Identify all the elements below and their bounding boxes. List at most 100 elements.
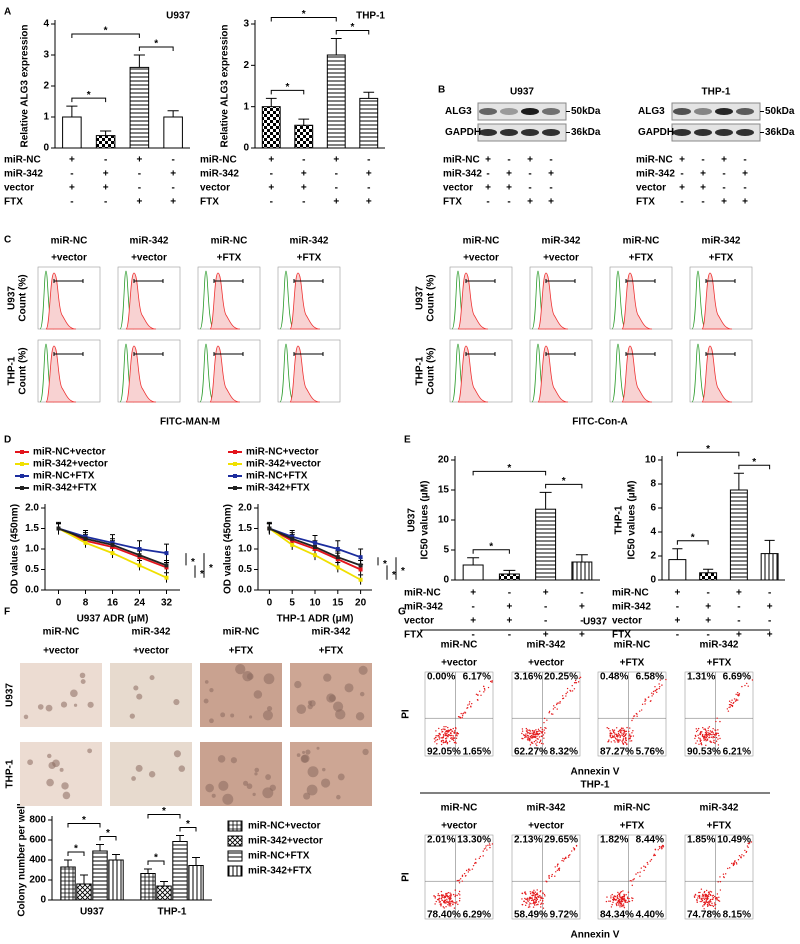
- y-tick-label: 1: [243, 101, 249, 112]
- column-header: miR-NC: [223, 627, 260, 638]
- condition-label: miR-NC: [4, 155, 41, 166]
- event-dot: [536, 737, 538, 740]
- significance-label: *: [691, 532, 695, 543]
- marker: [290, 542, 295, 547]
- event-dot: [737, 693, 739, 696]
- event-dot: [466, 707, 468, 709]
- event-dot: [530, 742, 533, 744]
- event-dot: [523, 900, 526, 902]
- colony: [46, 778, 54, 787]
- condition-mark: -: [743, 183, 746, 194]
- colony: [355, 712, 365, 721]
- event-dot: [448, 902, 450, 904]
- event-dot: [661, 684, 663, 686]
- event-dot: [458, 879, 461, 881]
- condition-mark: +: [767, 630, 773, 641]
- event-dot: [709, 730, 712, 732]
- event-dot: [657, 849, 659, 851]
- event-dot: [540, 730, 542, 733]
- condition-mark: +: [742, 197, 748, 208]
- colony: [211, 793, 216, 798]
- event-dot: [707, 729, 709, 732]
- event-dot: [552, 713, 554, 715]
- event-dot: [534, 891, 537, 893]
- y-tick-label: 2: [43, 81, 49, 92]
- condition-label: miR-342: [443, 169, 482, 180]
- condition-mark: -: [367, 155, 370, 166]
- marker: [83, 538, 88, 543]
- event-dot: [711, 904, 713, 907]
- legend-marker: [233, 462, 237, 466]
- event-dot: [534, 896, 536, 899]
- event-dot: [435, 739, 437, 741]
- colony: [332, 701, 344, 712]
- event-dot: [717, 738, 719, 740]
- condition-mark: +: [485, 155, 491, 166]
- column-header: +FTX: [229, 646, 254, 657]
- y-tick-label: 2: [650, 551, 656, 562]
- event-dot: [529, 740, 531, 742]
- condition-mark: +: [69, 155, 75, 166]
- y-tick-label: 15: [438, 485, 450, 496]
- event-dot: [626, 726, 628, 729]
- event-dot: [536, 889, 538, 891]
- event-dot: [537, 728, 540, 731]
- colony: [61, 782, 69, 790]
- panel-letter: G: [398, 607, 406, 618]
- event-dot: [708, 893, 710, 896]
- event-dot: [719, 737, 721, 740]
- event-dot: [620, 890, 623, 893]
- event-dot: [615, 733, 618, 736]
- x-tick-label: THP-1: [158, 907, 187, 918]
- histogram-green: [199, 270, 215, 330]
- row-label: U937: [5, 683, 16, 707]
- event-dot: [453, 732, 455, 734]
- significance-bracket: [738, 464, 771, 470]
- event-dot: [652, 690, 655, 693]
- legend-marker: [20, 486, 24, 490]
- event-dot: [550, 713, 553, 715]
- event-dot: [706, 734, 708, 736]
- event-dot: [741, 854, 743, 856]
- event-dot: [453, 737, 456, 739]
- condition-label: vector: [4, 183, 34, 194]
- quadrant-label: 1.65%: [463, 747, 491, 758]
- bar: [92, 850, 108, 901]
- column-header: +FTX: [620, 658, 645, 669]
- event-dot: [482, 855, 484, 857]
- event-dot: [457, 732, 460, 735]
- event-dot: [707, 891, 710, 893]
- blot-band: [694, 129, 712, 136]
- event-dot: [633, 715, 636, 717]
- event-dot: [543, 737, 545, 739]
- histogram-red: [621, 345, 653, 403]
- condition-mark: -: [335, 169, 338, 180]
- event-dot: [624, 730, 626, 733]
- event-dot: [619, 739, 621, 741]
- event-dot: [440, 897, 443, 900]
- significance-bracket: [147, 814, 181, 819]
- event-dot: [443, 726, 445, 728]
- colony: [305, 749, 311, 755]
- y-tick-label: 5: [443, 545, 449, 556]
- bar: [668, 559, 687, 581]
- significance-bracket: [472, 549, 510, 554]
- event-dot: [540, 742, 543, 745]
- event-dot: [548, 710, 551, 713]
- event-dot: [548, 877, 550, 879]
- event-dot: [533, 731, 536, 734]
- event-dot: [613, 735, 616, 737]
- event-dot: [702, 726, 704, 729]
- histogram-panel: [529, 266, 593, 330]
- significance-bracket: [67, 851, 85, 856]
- event-dot: [442, 741, 445, 744]
- event-dot: [450, 902, 452, 905]
- gate-marker: [625, 279, 656, 283]
- event-dot: [724, 873, 727, 875]
- marker: [358, 577, 363, 582]
- legend-label: miR-342+vector: [246, 459, 321, 470]
- event-dot: [736, 863, 738, 865]
- legend-marker: [233, 450, 237, 454]
- event-dot: [434, 896, 436, 898]
- condition-mark: +: [506, 169, 512, 180]
